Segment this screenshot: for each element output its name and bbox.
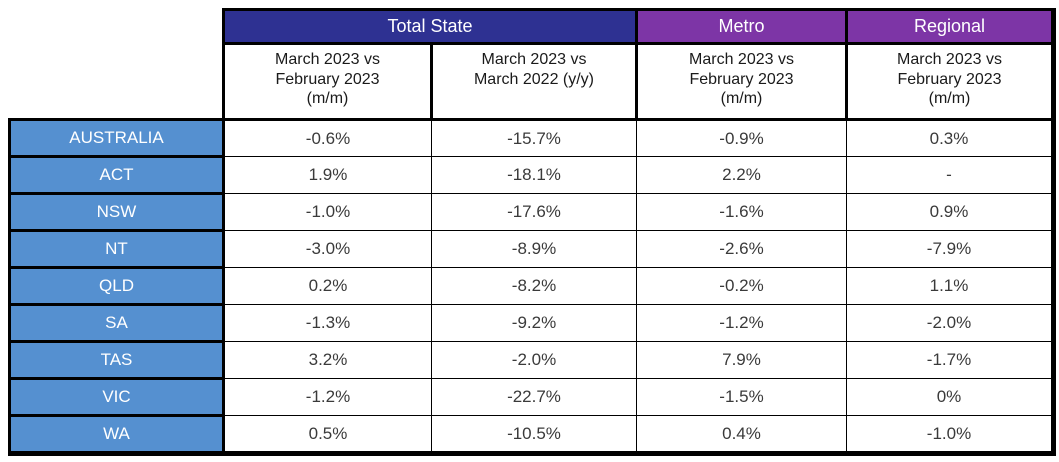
- value-cell: 1.9%: [223, 156, 432, 194]
- subheader-line: March 2023 vs: [275, 51, 380, 68]
- subheader-line: (m/m): [928, 90, 971, 108]
- row-label: WA: [8, 414, 225, 456]
- value-cell: -10.5%: [431, 415, 637, 456]
- subheader-line: (m/m): [720, 90, 763, 108]
- row-label: VIC: [8, 377, 225, 417]
- value-cell: 2.2%: [636, 156, 847, 194]
- row-label: SA: [8, 303, 225, 343]
- value-cell: -: [846, 156, 1056, 194]
- subheader-total-state-mm: March 2023 vs February 2023 (m/m): [222, 42, 433, 121]
- table-row-sa: SA -1.3% -9.2% -1.2% -2.0%: [8, 303, 1056, 343]
- value-cell: -1.6%: [636, 193, 847, 231]
- table-row-tas: TAS 3.2% -2.0% 7.9% -1.7%: [8, 340, 1056, 380]
- table-row-nt: NT -3.0% -8.9% -2.6% -7.9%: [8, 229, 1056, 269]
- value-cell: -0.2%: [636, 267, 847, 305]
- value-cell: -22.7%: [431, 378, 637, 416]
- value-cell: 0%: [846, 378, 1056, 416]
- corner-blank: [9, 43, 224, 120]
- row-label: QLD: [8, 266, 225, 306]
- value-cell: 0.2%: [223, 267, 432, 305]
- table-row-nsw: NSW -1.0% -17.6% -1.6% 0.9%: [8, 192, 1056, 232]
- value-cell: -0.6%: [223, 119, 432, 157]
- value-cell: -3.0%: [223, 230, 432, 268]
- sub-header-row: March 2023 vs February 2023 (m/m) March …: [9, 42, 1056, 121]
- column-group-regional: Regional: [845, 8, 1056, 45]
- subheader-line: March 2022 (y/y): [473, 70, 595, 88]
- value-cell: -1.5%: [636, 378, 847, 416]
- value-cell: -9.2%: [431, 304, 637, 342]
- column-group-row: Total State Metro Regional: [9, 8, 1056, 45]
- value-cell: -0.9%: [636, 119, 847, 157]
- corner-blank: [9, 9, 224, 44]
- table-row-qld: QLD 0.2% -8.2% -0.2% 1.1%: [8, 266, 1056, 306]
- subheader-line: February 2023: [897, 70, 1002, 88]
- value-cell: 7.9%: [636, 341, 847, 379]
- row-label: AUSTRALIA: [8, 118, 225, 158]
- state-price-change-table: Total State Metro Regional March 2023 vs…: [8, 8, 1056, 456]
- value-cell: -2.6%: [636, 230, 847, 268]
- value-cell: -2.0%: [431, 341, 637, 379]
- subheader-total-state-yy: March 2023 vs March 2022 (y/y): [430, 42, 638, 121]
- value-cell: -8.9%: [431, 230, 637, 268]
- table-row-australia: AUSTRALIA -0.6% -15.7% -0.9% 0.3%: [8, 118, 1056, 158]
- value-cell: -1.2%: [636, 304, 847, 342]
- subheader-line: March 2023 vs: [481, 51, 587, 68]
- value-cell: -15.7%: [431, 119, 637, 157]
- subheader-line: (m/m): [306, 90, 349, 108]
- value-cell: 3.2%: [223, 341, 432, 379]
- value-cell: 0.4%: [636, 415, 847, 456]
- table-row-wa: WA 0.5% -10.5% 0.4% -1.0%: [8, 414, 1056, 456]
- value-cell: -1.0%: [846, 415, 1056, 456]
- value-cell: -18.1%: [431, 156, 637, 194]
- value-cell: -1.7%: [846, 341, 1056, 379]
- column-group-metro: Metro: [635, 8, 848, 45]
- value-cell: -7.9%: [846, 230, 1056, 268]
- value-cell: -2.0%: [846, 304, 1056, 342]
- row-label: NT: [8, 229, 225, 269]
- value-cell: -8.2%: [431, 267, 637, 305]
- value-cell: -1.3%: [223, 304, 432, 342]
- value-cell: 0.3%: [846, 119, 1056, 157]
- table-row-vic: VIC -1.2% -22.7% -1.5% 0%: [8, 377, 1056, 417]
- table-row-act: ACT 1.9% -18.1% 2.2% -: [8, 155, 1056, 195]
- value-cell: -17.6%: [431, 193, 637, 231]
- subheader-line: March 2023 vs: [689, 51, 794, 68]
- subheader-metro-mm: March 2023 vs February 2023 (m/m): [635, 42, 848, 121]
- value-cell: -1.0%: [223, 193, 432, 231]
- row-label: NSW: [8, 192, 225, 232]
- value-cell: 0.9%: [846, 193, 1056, 231]
- subheader-regional-mm: March 2023 vs February 2023 (m/m): [845, 42, 1056, 121]
- row-label: ACT: [8, 155, 225, 195]
- value-cell: 0.5%: [223, 415, 432, 456]
- subheader-line: March 2023 vs: [897, 51, 1002, 68]
- value-cell: -1.2%: [223, 378, 432, 416]
- subheader-line: February 2023: [689, 70, 794, 88]
- row-label: TAS: [8, 340, 225, 380]
- column-group-total-state: Total State: [222, 8, 638, 45]
- subheader-line: February 2023: [275, 70, 380, 88]
- value-cell: 1.1%: [846, 267, 1056, 305]
